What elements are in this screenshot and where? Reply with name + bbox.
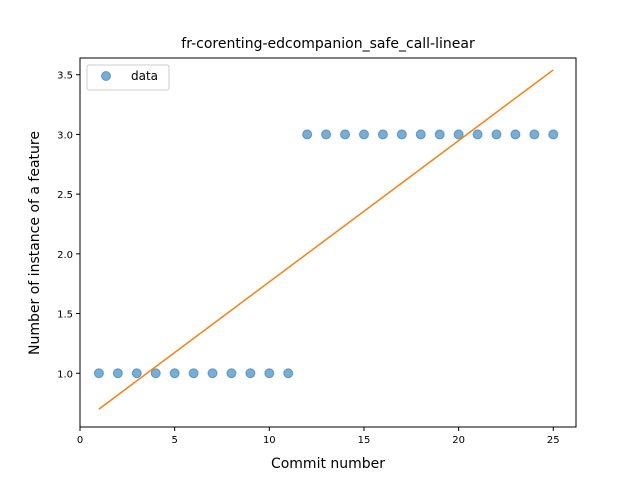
legend: data (86, 64, 170, 91)
data-point (150, 368, 161, 379)
x-tick-label: 25 (547, 435, 560, 446)
data-point (472, 129, 483, 140)
y-tick-label: 3.0 (57, 130, 73, 141)
y-axis-label: Number of instance of a feature (27, 131, 43, 355)
data-point (188, 368, 199, 379)
data-point (93, 368, 104, 379)
data-point (491, 129, 502, 140)
data-point (112, 368, 123, 379)
x-tick-label: 0 (77, 435, 83, 446)
y-tick-label: 1.0 (57, 369, 73, 380)
y-tick-label: 1.5 (57, 310, 73, 321)
x-tick-label: 10 (263, 435, 276, 446)
data-point (131, 368, 142, 379)
data-point (340, 129, 351, 140)
legend-marker-data (101, 71, 111, 81)
y-axis-ticks: 1.0 1.5 2.0 2.5 3.0 3.5 (57, 71, 80, 380)
data-point (245, 368, 256, 379)
data-point (453, 129, 464, 140)
data-point (415, 129, 426, 140)
y-tick-label: 2.0 (57, 250, 73, 261)
data-point (434, 129, 445, 140)
data-point (169, 368, 180, 379)
x-axis-label: Commit number (271, 456, 385, 472)
data-point (321, 129, 332, 140)
data-point (207, 368, 218, 379)
fit-line (98, 69, 554, 410)
data-point (529, 129, 540, 140)
data-point (264, 368, 275, 379)
data-point (283, 368, 294, 379)
data-point (302, 129, 313, 140)
chart-title: fr-corenting-edcompanion_safe_call-linea… (181, 36, 475, 52)
x-tick-label: 20 (452, 435, 465, 446)
data-point (548, 129, 559, 140)
data-point (226, 368, 237, 379)
y-tick-label: 2.5 (57, 190, 73, 201)
y-tick-label: 3.5 (57, 71, 73, 82)
plot-area (93, 69, 559, 410)
data-point (510, 129, 521, 140)
data-point (358, 129, 369, 140)
x-tick-label: 5 (171, 435, 177, 446)
axes-frame (79, 57, 577, 428)
x-axis-ticks: 0 5 10 15 20 25 (77, 427, 560, 446)
x-tick-label: 15 (358, 435, 371, 446)
legend-label-data: data (131, 69, 158, 83)
data-point (396, 129, 407, 140)
data-point (377, 129, 388, 140)
